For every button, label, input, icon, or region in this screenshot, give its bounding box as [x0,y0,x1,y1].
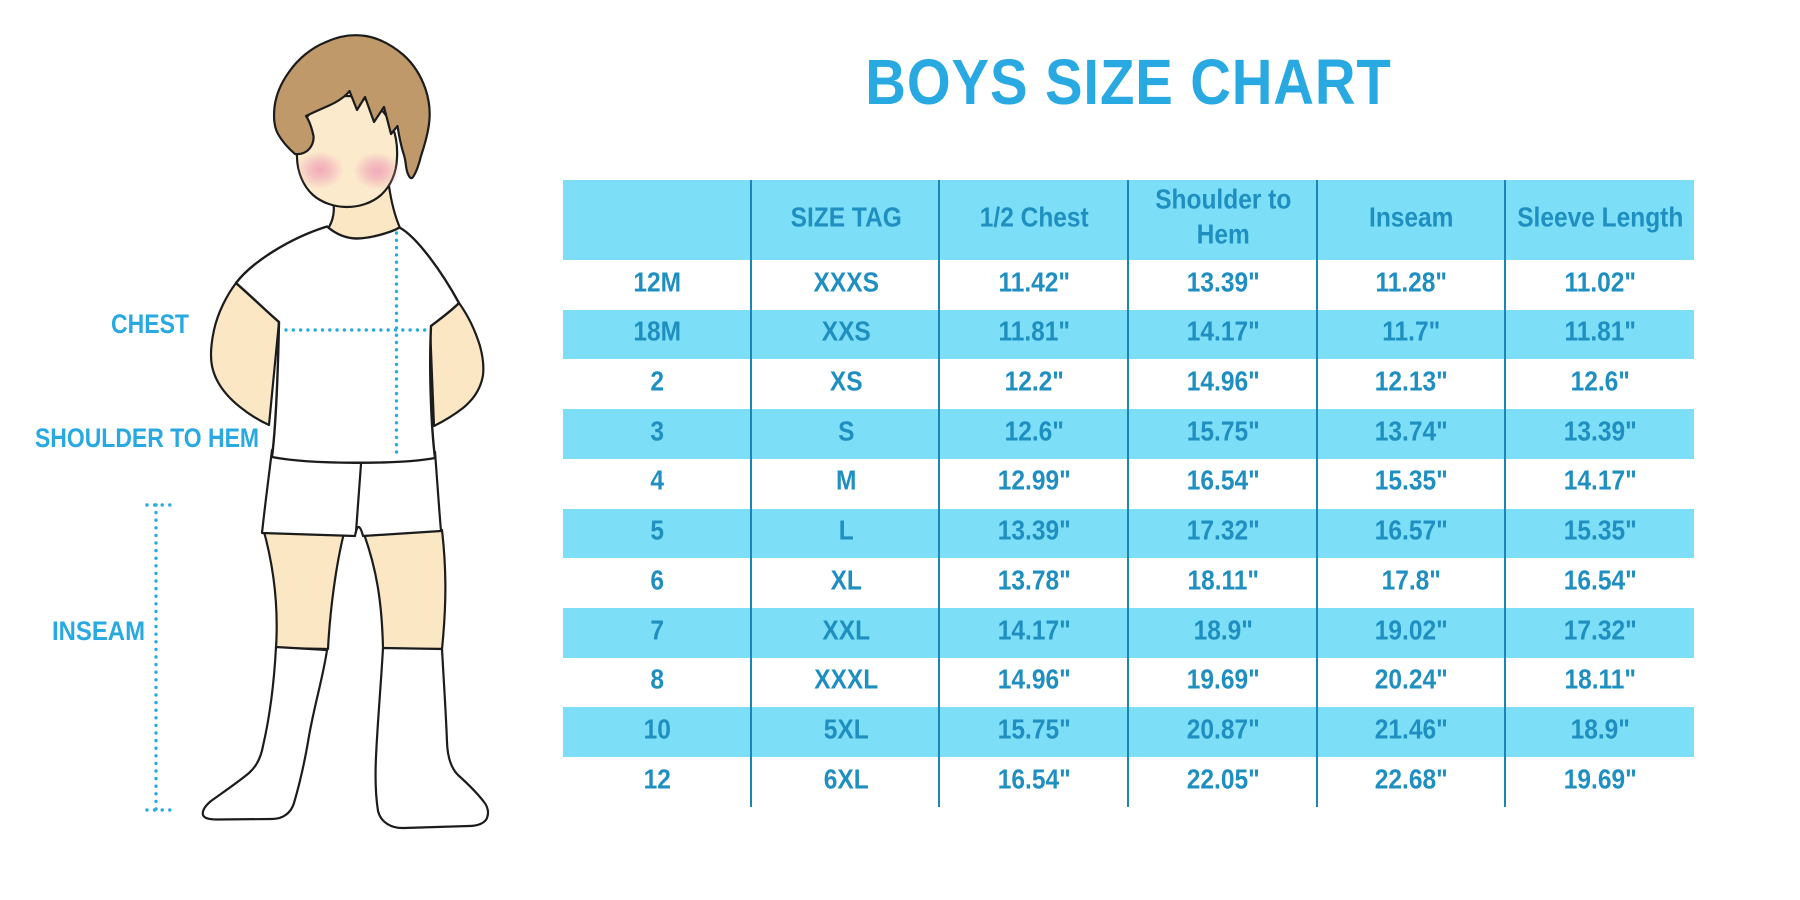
svg-text:INSEAM: INSEAM [52,616,145,646]
svg-text:SHOULDER TO HEM: SHOULDER TO HEM [35,423,259,453]
svg-text:CHEST: CHEST [111,309,189,339]
